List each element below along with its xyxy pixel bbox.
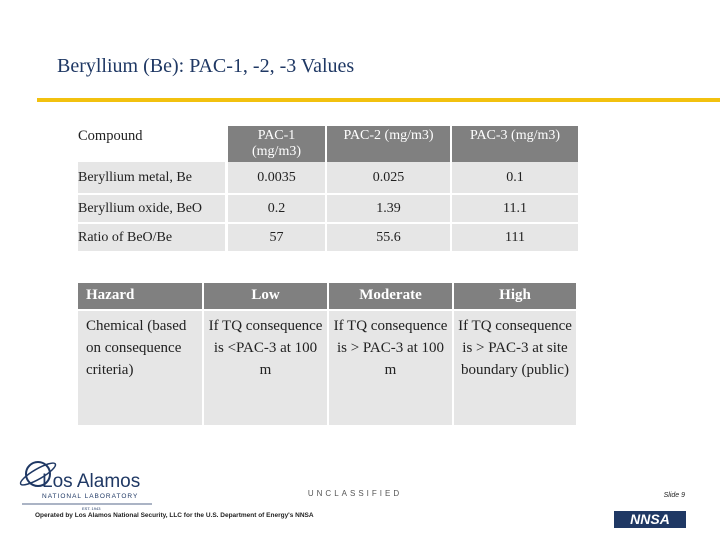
agency-logo: NNSA xyxy=(614,511,686,528)
header-cell: PAC-2 (mg/m3) xyxy=(327,126,450,162)
data-cell: 0.1 xyxy=(452,162,578,193)
logo-name: Los Alamos xyxy=(42,471,140,492)
data-cell: 11.1 xyxy=(452,195,578,222)
header-cell: High xyxy=(454,283,576,309)
header-cell: Hazard xyxy=(78,283,202,309)
classification: UNCLASSIFIED xyxy=(307,489,403,498)
data-cell: 0.025 xyxy=(327,162,450,193)
operator-note: Operated by Los Alamos National Security… xyxy=(35,512,314,519)
logo-orbit xyxy=(19,462,57,486)
data-cell: 1.39 xyxy=(327,195,450,222)
pac-table: Compound PAC-1 (mg/m3) PAC-2 (mg/m3) PAC-3 … xyxy=(78,126,578,252)
logo-mark xyxy=(25,461,51,487)
hazard-table: Hazard Low Moderate High Chemical (based on … xyxy=(78,283,578,427)
data-cell: 57 xyxy=(228,224,325,251)
data-cell: If TQ consequence is > PAC-3 at 100 m xyxy=(329,311,452,425)
data-cell: If TQ consequence is > PAC-3 at site bou… xyxy=(454,311,576,425)
slide-number: Slide 9 xyxy=(663,492,685,499)
header-cell: Moderate xyxy=(329,283,452,309)
data-cell: 111 xyxy=(452,224,578,251)
data-cell: 0.2 xyxy=(228,195,325,222)
data-cell: Chemical (based on consequence criteria) xyxy=(78,311,202,425)
data-cell: Beryllium oxide, BeO xyxy=(78,195,225,222)
data-cell: If TQ consequence is <PAC-3 at 100 m xyxy=(204,311,327,425)
header-cell: Compound xyxy=(78,128,143,144)
logo-sub: NATIONAL LABORATORY xyxy=(42,493,138,500)
data-cell: Ratio of BeO/Be xyxy=(78,224,225,251)
data-cell: 55.6 xyxy=(327,224,450,251)
data-cell: Beryllium metal, Be xyxy=(78,162,225,193)
header-cell: Low xyxy=(204,283,327,309)
header-cell: PAC-3 (mg/m3) xyxy=(452,126,578,162)
lanl-logo: Los Alamos NATIONAL LABORATORY EST. 1943 xyxy=(19,461,152,511)
data-cell: 0.0035 xyxy=(228,162,325,193)
header-cell: PAC-1 (mg/m3) xyxy=(228,126,325,162)
title-rule xyxy=(37,98,720,102)
logo-est: EST. 1943 xyxy=(82,506,101,511)
slide-title: Beryllium (Be): PAC-1, -2, -3 Values xyxy=(57,55,355,77)
